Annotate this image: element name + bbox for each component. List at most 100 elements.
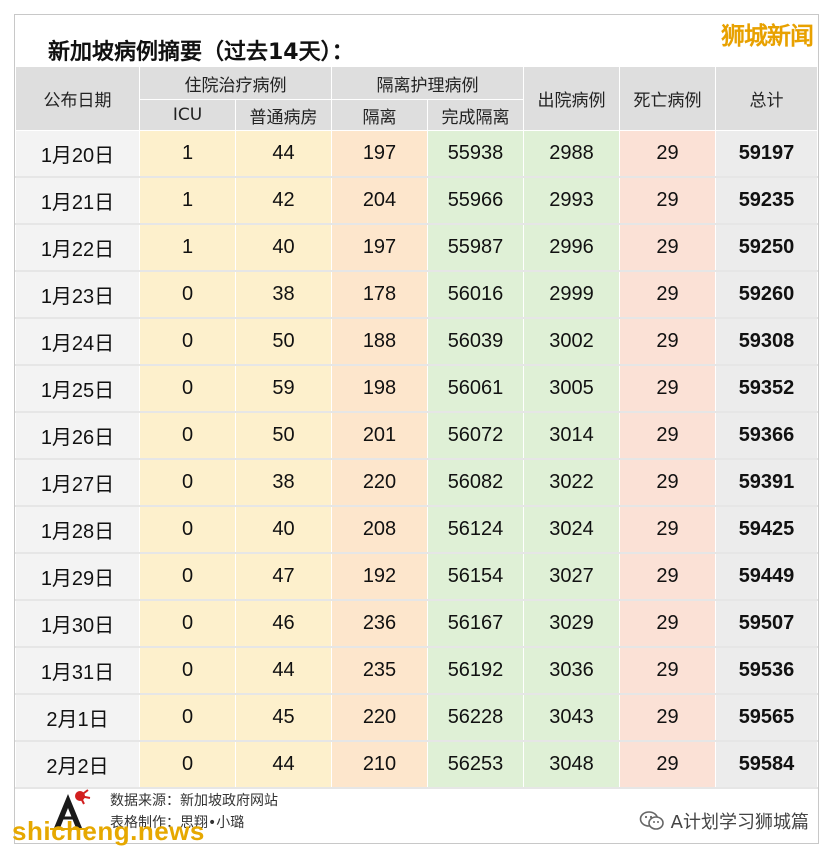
table-row: 2月1日 0 45 220 56228 3043 29 59565 bbox=[15, 693, 818, 742]
cell-disc: 2993 bbox=[523, 176, 620, 225]
cell-iso: 201 bbox=[331, 411, 428, 460]
cell-ward: 38 bbox=[235, 270, 332, 319]
table-row: 1月29日 0 47 192 56154 3027 29 59449 bbox=[15, 552, 818, 601]
cell-iso: 178 bbox=[331, 270, 428, 319]
cell-death: 29 bbox=[619, 740, 716, 789]
cell-icu: 0 bbox=[139, 317, 236, 366]
cell-iso: 235 bbox=[331, 646, 428, 695]
cell-total: 59197 bbox=[715, 130, 818, 178]
cell-iso: 192 bbox=[331, 552, 428, 601]
cell-icu: 1 bbox=[139, 130, 236, 178]
cell-iso: 197 bbox=[331, 130, 428, 178]
cell-total: 59366 bbox=[715, 411, 818, 460]
cell-total: 59352 bbox=[715, 364, 818, 413]
cell-date: 1月20日 bbox=[15, 130, 140, 178]
header-ward: 普通病房 bbox=[235, 99, 332, 131]
cell-death: 29 bbox=[619, 411, 716, 460]
cell-iso: 210 bbox=[331, 740, 428, 789]
cell-disc: 3024 bbox=[523, 505, 620, 554]
cell-done: 55987 bbox=[427, 223, 524, 272]
cell-disc: 3036 bbox=[523, 646, 620, 695]
table-maker: 表格制作：思翔•小璐 bbox=[110, 815, 245, 831]
cell-total: 59584 bbox=[715, 740, 818, 789]
cell-iso: 204 bbox=[331, 176, 428, 225]
cell-date: 1月26日 bbox=[15, 411, 140, 460]
cell-date: 2月1日 bbox=[15, 693, 140, 742]
cell-ward: 44 bbox=[235, 130, 332, 178]
cell-total: 59250 bbox=[715, 223, 818, 272]
cell-icu: 0 bbox=[139, 270, 236, 319]
table-row: 1月31日 0 44 235 56192 3036 29 59536 bbox=[15, 646, 818, 695]
cell-ward: 38 bbox=[235, 458, 332, 507]
header-icu: ICU bbox=[139, 99, 236, 131]
cell-disc: 3027 bbox=[523, 552, 620, 601]
cell-icu: 0 bbox=[139, 599, 236, 648]
cell-date: 1月30日 bbox=[15, 599, 140, 648]
cell-disc: 3022 bbox=[523, 458, 620, 507]
table-row: 1月25日 0 59 198 56061 3005 29 59352 bbox=[15, 364, 818, 413]
cell-iso: 198 bbox=[331, 364, 428, 413]
cell-icu: 1 bbox=[139, 223, 236, 272]
cell-total: 59536 bbox=[715, 646, 818, 695]
cell-icu: 0 bbox=[139, 740, 236, 789]
cell-disc: 2988 bbox=[523, 130, 620, 178]
cell-death: 29 bbox=[619, 223, 716, 272]
table-row: 1月23日 0 38 178 56016 2999 29 59260 bbox=[15, 270, 818, 319]
cell-disc: 3002 bbox=[523, 317, 620, 366]
cell-icu: 0 bbox=[139, 411, 236, 460]
cell-death: 29 bbox=[619, 176, 716, 225]
cell-total: 59565 bbox=[715, 693, 818, 742]
cell-death: 29 bbox=[619, 270, 716, 319]
cell-done: 56154 bbox=[427, 552, 524, 601]
cell-death: 29 bbox=[619, 458, 716, 507]
cell-death: 29 bbox=[619, 552, 716, 601]
cell-done: 56082 bbox=[427, 458, 524, 507]
cell-done: 56228 bbox=[427, 693, 524, 742]
cell-icu: 0 bbox=[139, 458, 236, 507]
cell-date: 2月2日 bbox=[15, 740, 140, 789]
cell-death: 29 bbox=[619, 317, 716, 366]
cell-iso: 220 bbox=[331, 693, 428, 742]
table-row: 1月26日 0 50 201 56072 3014 29 59366 bbox=[15, 411, 818, 460]
table-row: 1月24日 0 50 188 56039 3002 29 59308 bbox=[15, 317, 818, 366]
table-row: 2月2日 0 44 210 56253 3048 29 59584 bbox=[15, 740, 818, 789]
header-date: 公布日期 bbox=[15, 66, 140, 131]
cell-date: 1月23日 bbox=[15, 270, 140, 319]
cell-date: 1月25日 bbox=[15, 364, 140, 413]
cell-done: 55966 bbox=[427, 176, 524, 225]
cell-done: 56039 bbox=[427, 317, 524, 366]
cell-date: 1月21日 bbox=[15, 176, 140, 225]
cell-ward: 50 bbox=[235, 411, 332, 460]
cell-disc: 3048 bbox=[523, 740, 620, 789]
cell-icu: 0 bbox=[139, 505, 236, 554]
cell-date: 1月28日 bbox=[15, 505, 140, 554]
table-row: 1月30日 0 46 236 56167 3029 29 59507 bbox=[15, 599, 818, 648]
cell-icu: 1 bbox=[139, 176, 236, 225]
wechat-icon bbox=[639, 811, 664, 830]
cell-death: 29 bbox=[619, 646, 716, 695]
header-isolation-group: 隔离护理病例 bbox=[331, 66, 524, 100]
table-row: 1月22日 1 40 197 55987 2996 29 59250 bbox=[15, 223, 818, 272]
header-discharged: 出院病例 bbox=[523, 66, 620, 131]
cell-total: 59391 bbox=[715, 458, 818, 507]
page-title: 新加坡病例摘要（过去14天）： bbox=[48, 40, 354, 65]
cell-ward: 59 bbox=[235, 364, 332, 413]
watermark-account: A计划学习狮城篇 bbox=[639, 808, 809, 834]
a-plan-logo-icon bbox=[50, 789, 91, 830]
footer-notes: 数据来源：新加坡政府网站 表格制作：思翔•小璐 bbox=[110, 790, 278, 834]
watermark-site: shicheng.news bbox=[12, 816, 205, 846]
cell-disc: 3014 bbox=[523, 411, 620, 460]
table-body: 1月20日 1 44 197 55938 2988 29 59197 1月21日 1 42 204 55… bbox=[15, 130, 818, 789]
data-source: 数据来源：新加坡政府网站 bbox=[110, 793, 278, 809]
cell-ward: 44 bbox=[235, 646, 332, 695]
cell-icu: 0 bbox=[139, 552, 236, 601]
cell-total: 59260 bbox=[715, 270, 818, 319]
cell-icu: 0 bbox=[139, 364, 236, 413]
cell-total: 59507 bbox=[715, 599, 818, 648]
cell-total: 59425 bbox=[715, 505, 818, 554]
cell-ward: 42 bbox=[235, 176, 332, 225]
cell-icu: 0 bbox=[139, 646, 236, 695]
cell-done: 56061 bbox=[427, 364, 524, 413]
case-summary-table: 公布日期 住院治疗病例 隔离护理病例 出院病例 死亡病例 总计 ICU 普通病房… bbox=[15, 66, 818, 789]
cell-ward: 46 bbox=[235, 599, 332, 648]
